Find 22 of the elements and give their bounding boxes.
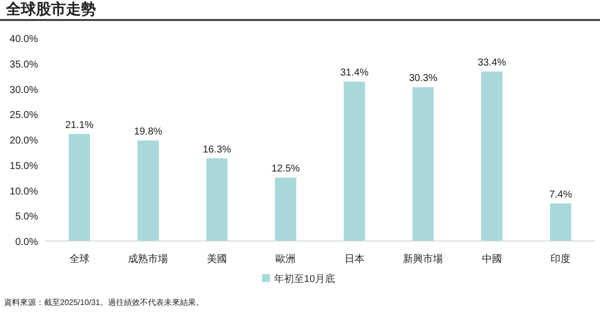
legend: 年初至10月底 [262, 274, 336, 285]
y-tick-label: 40.0% [10, 34, 38, 45]
x-tick-label: 歐洲 [276, 253, 296, 265]
y-tick-label: 10.0% [10, 186, 38, 198]
series: 21.1% 19.8% 16.3% 12.5% 31.4% 30.3% 33.4% 7.4% [65, 58, 572, 241]
y-tick-label: 20.0% [10, 136, 38, 146]
legend-label: 年初至10月底 [274, 273, 336, 285]
x-tick-label: 日本 [344, 253, 364, 265]
y-tick-label: 15.0% [10, 160, 38, 172]
x-tick-label: 成熟市場 [128, 253, 168, 265]
y-tick-label: 25.0% [10, 110, 38, 122]
y-tick-label: 5.0% [15, 212, 38, 223]
x-tick-label: 全球 [69, 253, 90, 265]
x-tick-label: 新興市場 [403, 253, 444, 265]
x-tick-label: 美國 [206, 253, 227, 265]
x-tick-label: 中國 [482, 253, 502, 265]
y-tick-label: 35.0% [10, 59, 38, 70]
y-tick-label: 0.0% [15, 237, 38, 248]
note: 資料來源：截至2025/10/31。過往績效不代表未來結果。 [4, 298, 204, 307]
x-tick-label: 印度 [550, 253, 571, 265]
title: 全球股市走勢 [6, 1, 96, 18]
y-tick-label: 30.0% [10, 84, 38, 96]
